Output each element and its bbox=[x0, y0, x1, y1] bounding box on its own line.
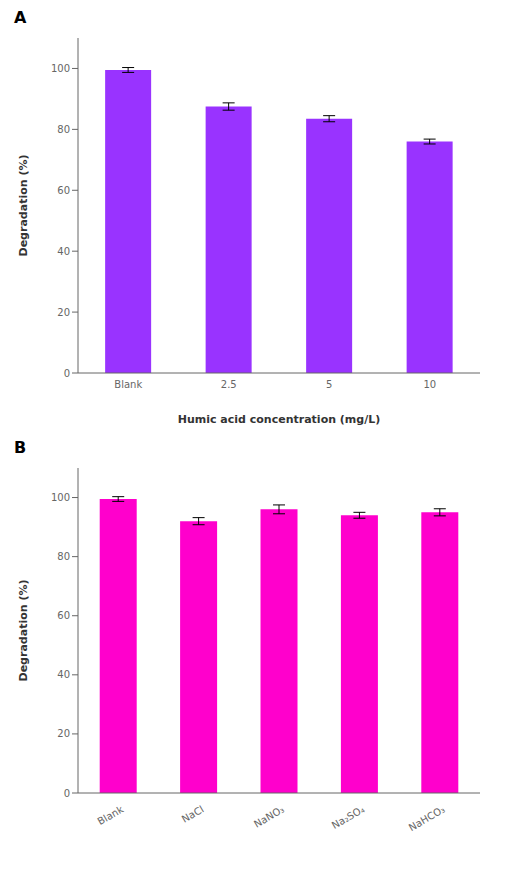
svg-text:Blank: Blank bbox=[96, 803, 126, 827]
html-text:B: B bbox=[14, 438, 27, 457]
svg-text:20: 20 bbox=[57, 307, 70, 318]
svg-text:2.5: 2.5 bbox=[221, 379, 237, 390]
svg-text:0: 0 bbox=[64, 788, 70, 799]
svg-text:Degradation (%): Degradation (%) bbox=[17, 580, 30, 682]
svg-text:60: 60 bbox=[57, 185, 70, 196]
svg-text:5: 5 bbox=[326, 379, 332, 390]
svg-text:Degradation (%): Degradation (%) bbox=[17, 155, 30, 257]
svg-text:40: 40 bbox=[57, 669, 70, 680]
html-text:A: A bbox=[14, 8, 27, 27]
svg-text:80: 80 bbox=[57, 551, 70, 562]
svg-text:Blank: Blank bbox=[114, 379, 142, 390]
svg-text:NaHCO₃: NaHCO₃ bbox=[407, 804, 447, 834]
svg-text:20: 20 bbox=[57, 728, 70, 739]
svg-text:60: 60 bbox=[57, 610, 70, 621]
svg-text:40: 40 bbox=[57, 246, 70, 257]
svg-text:NaNO₃: NaNO₃ bbox=[252, 804, 286, 830]
svg-text:80: 80 bbox=[57, 124, 70, 135]
svg-text:10: 10 bbox=[423, 379, 436, 390]
svg-text:Humic acid concentration (mg/L: Humic acid concentration (mg/L) bbox=[178, 413, 381, 426]
svg-text:100: 100 bbox=[51, 63, 70, 74]
svg-text:NaCl: NaCl bbox=[180, 804, 206, 825]
svg-text:100: 100 bbox=[51, 492, 70, 503]
svg-text:Na₂SO₄: Na₂SO₄ bbox=[330, 804, 367, 831]
svg-text:0: 0 bbox=[64, 368, 70, 379]
